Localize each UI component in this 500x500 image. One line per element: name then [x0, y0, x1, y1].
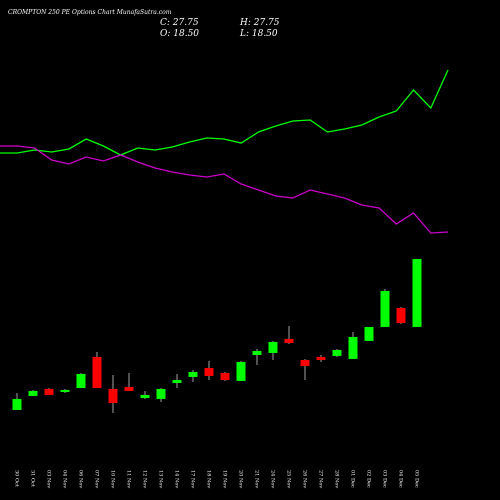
- candle-body: [60, 389, 70, 392]
- candle-body: [188, 371, 198, 377]
- x-tick-label: 04 Nov: [62, 470, 68, 488]
- candle-body: [332, 349, 342, 356]
- x-tick-label: 01 Dec: [350, 470, 356, 488]
- x-tick-label: 13 Nov: [158, 470, 164, 488]
- x-tick-label: 06 Nov: [78, 470, 84, 488]
- candle-body: [300, 359, 310, 366]
- candle-body: [220, 373, 230, 380]
- indicator-line: [0, 69, 449, 156]
- x-tick-label: 24 Nov: [270, 470, 276, 488]
- ohlc-close: C: 27.75: [160, 18, 199, 28]
- candle-body: [348, 336, 358, 359]
- x-tick-label: 14 Nov: [174, 470, 180, 488]
- candle-body: [252, 350, 262, 355]
- candle-body: [412, 258, 422, 327]
- x-tick-label: 25 Nov: [286, 470, 292, 488]
- candle-body: [92, 356, 102, 389]
- x-tick-label: 07 Nov: [94, 470, 100, 488]
- ohlc-high: H: 27.75: [239, 18, 280, 28]
- candle-body: [76, 373, 86, 389]
- candle-body: [124, 386, 134, 391]
- candle-body: [140, 394, 150, 399]
- x-tick-label: 02 Dec: [366, 470, 372, 488]
- x-tick-label: 31 Oct: [30, 470, 36, 487]
- x-tick-label: 04 Dec: [398, 470, 404, 488]
- x-tick-label: 11 Nov: [126, 470, 132, 488]
- x-tick-label: 12 Nov: [142, 470, 148, 488]
- x-tick-label: 05 Dec: [414, 470, 420, 488]
- x-tick-label: 28 Nov: [334, 470, 340, 488]
- candle-body: [108, 388, 118, 404]
- candle-body: [268, 341, 278, 354]
- chart-title: CROMPTON 250 PE Options Chart MunafaSutr…: [8, 9, 172, 16]
- x-tick-label: 27 Nov: [318, 470, 324, 488]
- x-tick-label: 30 Oct: [14, 470, 20, 487]
- candle-body: [44, 388, 54, 395]
- candle-body: [316, 356, 326, 360]
- x-tick-label: 20 Nov: [238, 470, 244, 488]
- candle-body: [380, 290, 390, 327]
- candle-body: [396, 308, 406, 324]
- candle-body: [156, 388, 166, 399]
- x-tick-label: 21 Nov: [254, 470, 260, 488]
- x-tick-label: 18 Nov: [206, 470, 212, 488]
- candle-body: [236, 361, 246, 381]
- candle-body: [172, 379, 182, 384]
- x-tick-label: 03 Nov: [46, 470, 52, 488]
- x-tick-label: 17 Nov: [190, 470, 196, 488]
- x-tick-label: 03 Dec: [382, 470, 388, 488]
- candle-body: [12, 398, 22, 410]
- x-tick-label: 10 Nov: [110, 470, 116, 488]
- ohlc-low: L: 18.50: [239, 29, 278, 39]
- x-tick-label: 26 Nov: [302, 470, 308, 488]
- candle-body: [204, 368, 214, 376]
- x-tick-label: 19 Nov: [222, 470, 228, 488]
- candle-body: [284, 338, 294, 344]
- indicator-line: [0, 145, 449, 234]
- candle-body: [364, 326, 374, 341]
- candle-body: [28, 390, 38, 396]
- ohlc-open: O: 18.50: [160, 29, 199, 39]
